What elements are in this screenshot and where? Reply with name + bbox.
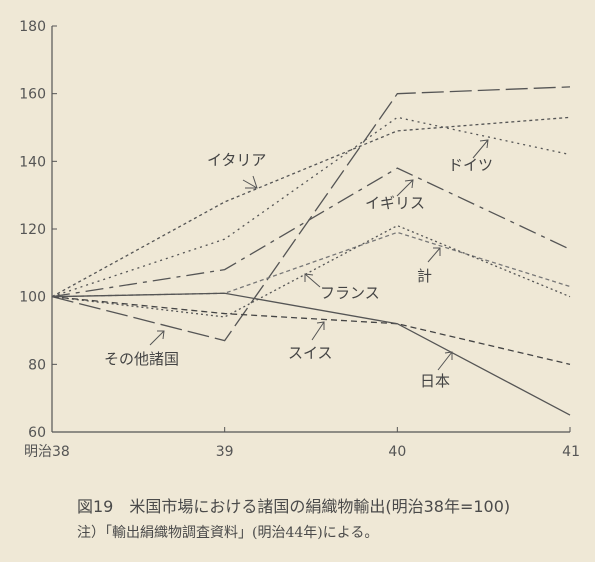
label-leader [304, 273, 321, 288]
series-line-6 [51, 296, 571, 365]
series-label-france: フランス [320, 284, 380, 302]
figure-source-note: 注）「輸出絹織物調査資料」(明治44年)による。 [77, 525, 379, 541]
label-leader [242, 175, 258, 189]
series-label-uk: イギリス [365, 194, 425, 212]
x-tick-label: 40 [388, 444, 406, 460]
label-leader [311, 321, 325, 341]
x-tick-label: 39 [216, 444, 234, 460]
series-line-1 [51, 116, 571, 298]
series-labels: イタリア ドイツ イギリス その他諸国 計 フランス スイス 日本 [104, 139, 493, 390]
label-leader [437, 351, 453, 371]
series-label-italy: イタリア [207, 151, 266, 169]
series-line-2 [51, 167, 571, 298]
series-line-0 [51, 116, 571, 298]
line-chart: 60 80 100 120 140 160 180 明治38 39 40 41 イタリア ドイツ イ… [19, 19, 580, 460]
series-label-germany: ドイツ [448, 156, 493, 174]
series-lines [51, 86, 571, 416]
x-tick-label: 明治38 [24, 444, 70, 460]
series-line-7 [51, 292, 571, 416]
series-label-japan: 日本 [420, 372, 450, 390]
series-label-others: その他諸国 [104, 350, 179, 368]
y-tick-label: 120 [19, 222, 46, 238]
y-tick-label: 140 [19, 154, 46, 170]
x-tick-label: 41 [562, 444, 580, 460]
label-leader [396, 179, 414, 197]
figure-caption: 図19 米国市場における諸国の絹織物輸出(明治38年=100) [77, 497, 511, 516]
y-tick-label: 180 [19, 19, 46, 35]
series-label-total: 計 [417, 267, 432, 285]
label-leader [472, 139, 489, 159]
y-tick-label: 60 [28, 425, 46, 441]
label-leader [149, 330, 165, 346]
y-tick-label: 100 [19, 290, 46, 306]
series-line-3 [51, 86, 571, 342]
series-line-5 [51, 224, 571, 318]
y-tick-label: 160 [19, 87, 46, 103]
series-label-switzerland: スイス [288, 344, 333, 362]
chart-axes: 60 80 100 120 140 160 180 明治38 39 40 41 [19, 19, 580, 460]
label-leader [427, 247, 441, 263]
y-tick-label: 80 [28, 357, 46, 373]
